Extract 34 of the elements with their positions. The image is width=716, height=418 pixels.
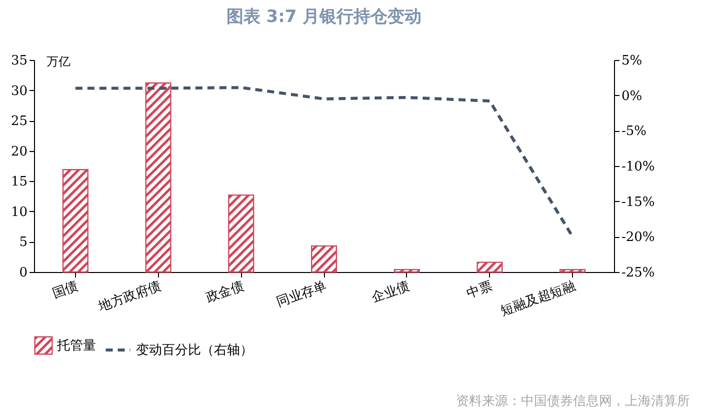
y2-tick-label: -10% <box>622 160 655 174</box>
y2-tick-label: 5% <box>622 54 642 68</box>
legend-label: 托管量 <box>56 338 96 354</box>
x-tick-label: 国债 <box>50 278 80 302</box>
y-axis-title: 万亿 <box>46 54 70 68</box>
legend-label: 变动百分比（右轴） <box>136 343 253 358</box>
x-tick-label: 企业债 <box>370 278 412 306</box>
bar <box>62 169 88 273</box>
bar <box>476 262 503 273</box>
bar <box>560 268 586 273</box>
y2-tick-label: -15% <box>622 194 655 210</box>
x-tick-label: 政金债 <box>204 278 246 306</box>
bar <box>145 82 172 273</box>
bar <box>310 245 338 273</box>
y-tick-label: 10 <box>10 204 28 220</box>
chart-title: 图表 3:7 月银行持仓变动 <box>226 7 422 27</box>
x-tick-label: 地方政府债 <box>96 278 164 316</box>
y-tick-label: 20 <box>10 144 28 160</box>
y-tick-label: 35 <box>10 54 28 68</box>
y2-tick-label: -25% <box>622 266 655 280</box>
y-tick-label: 25 <box>10 114 28 130</box>
x-tick-label: 中票 <box>464 278 495 302</box>
bar <box>228 194 254 273</box>
y-tick-label: 15 <box>10 174 28 190</box>
x-tick-label: 短融及超短融 <box>498 278 578 320</box>
y-tick-label: 30 <box>10 84 28 99</box>
x-tick-label: 同业存单 <box>274 278 329 310</box>
y2-tick-label: -5% <box>622 124 647 140</box>
y2-tick-label: -20% <box>622 230 655 246</box>
y2-tick-label: 0% <box>622 88 642 104</box>
text: 资料来源：中国债券信息网，上海清算所 <box>455 393 690 410</box>
bar <box>394 268 420 273</box>
y-tick-label: 5 <box>19 235 28 250</box>
y-tick-label: 0 <box>19 266 28 280</box>
